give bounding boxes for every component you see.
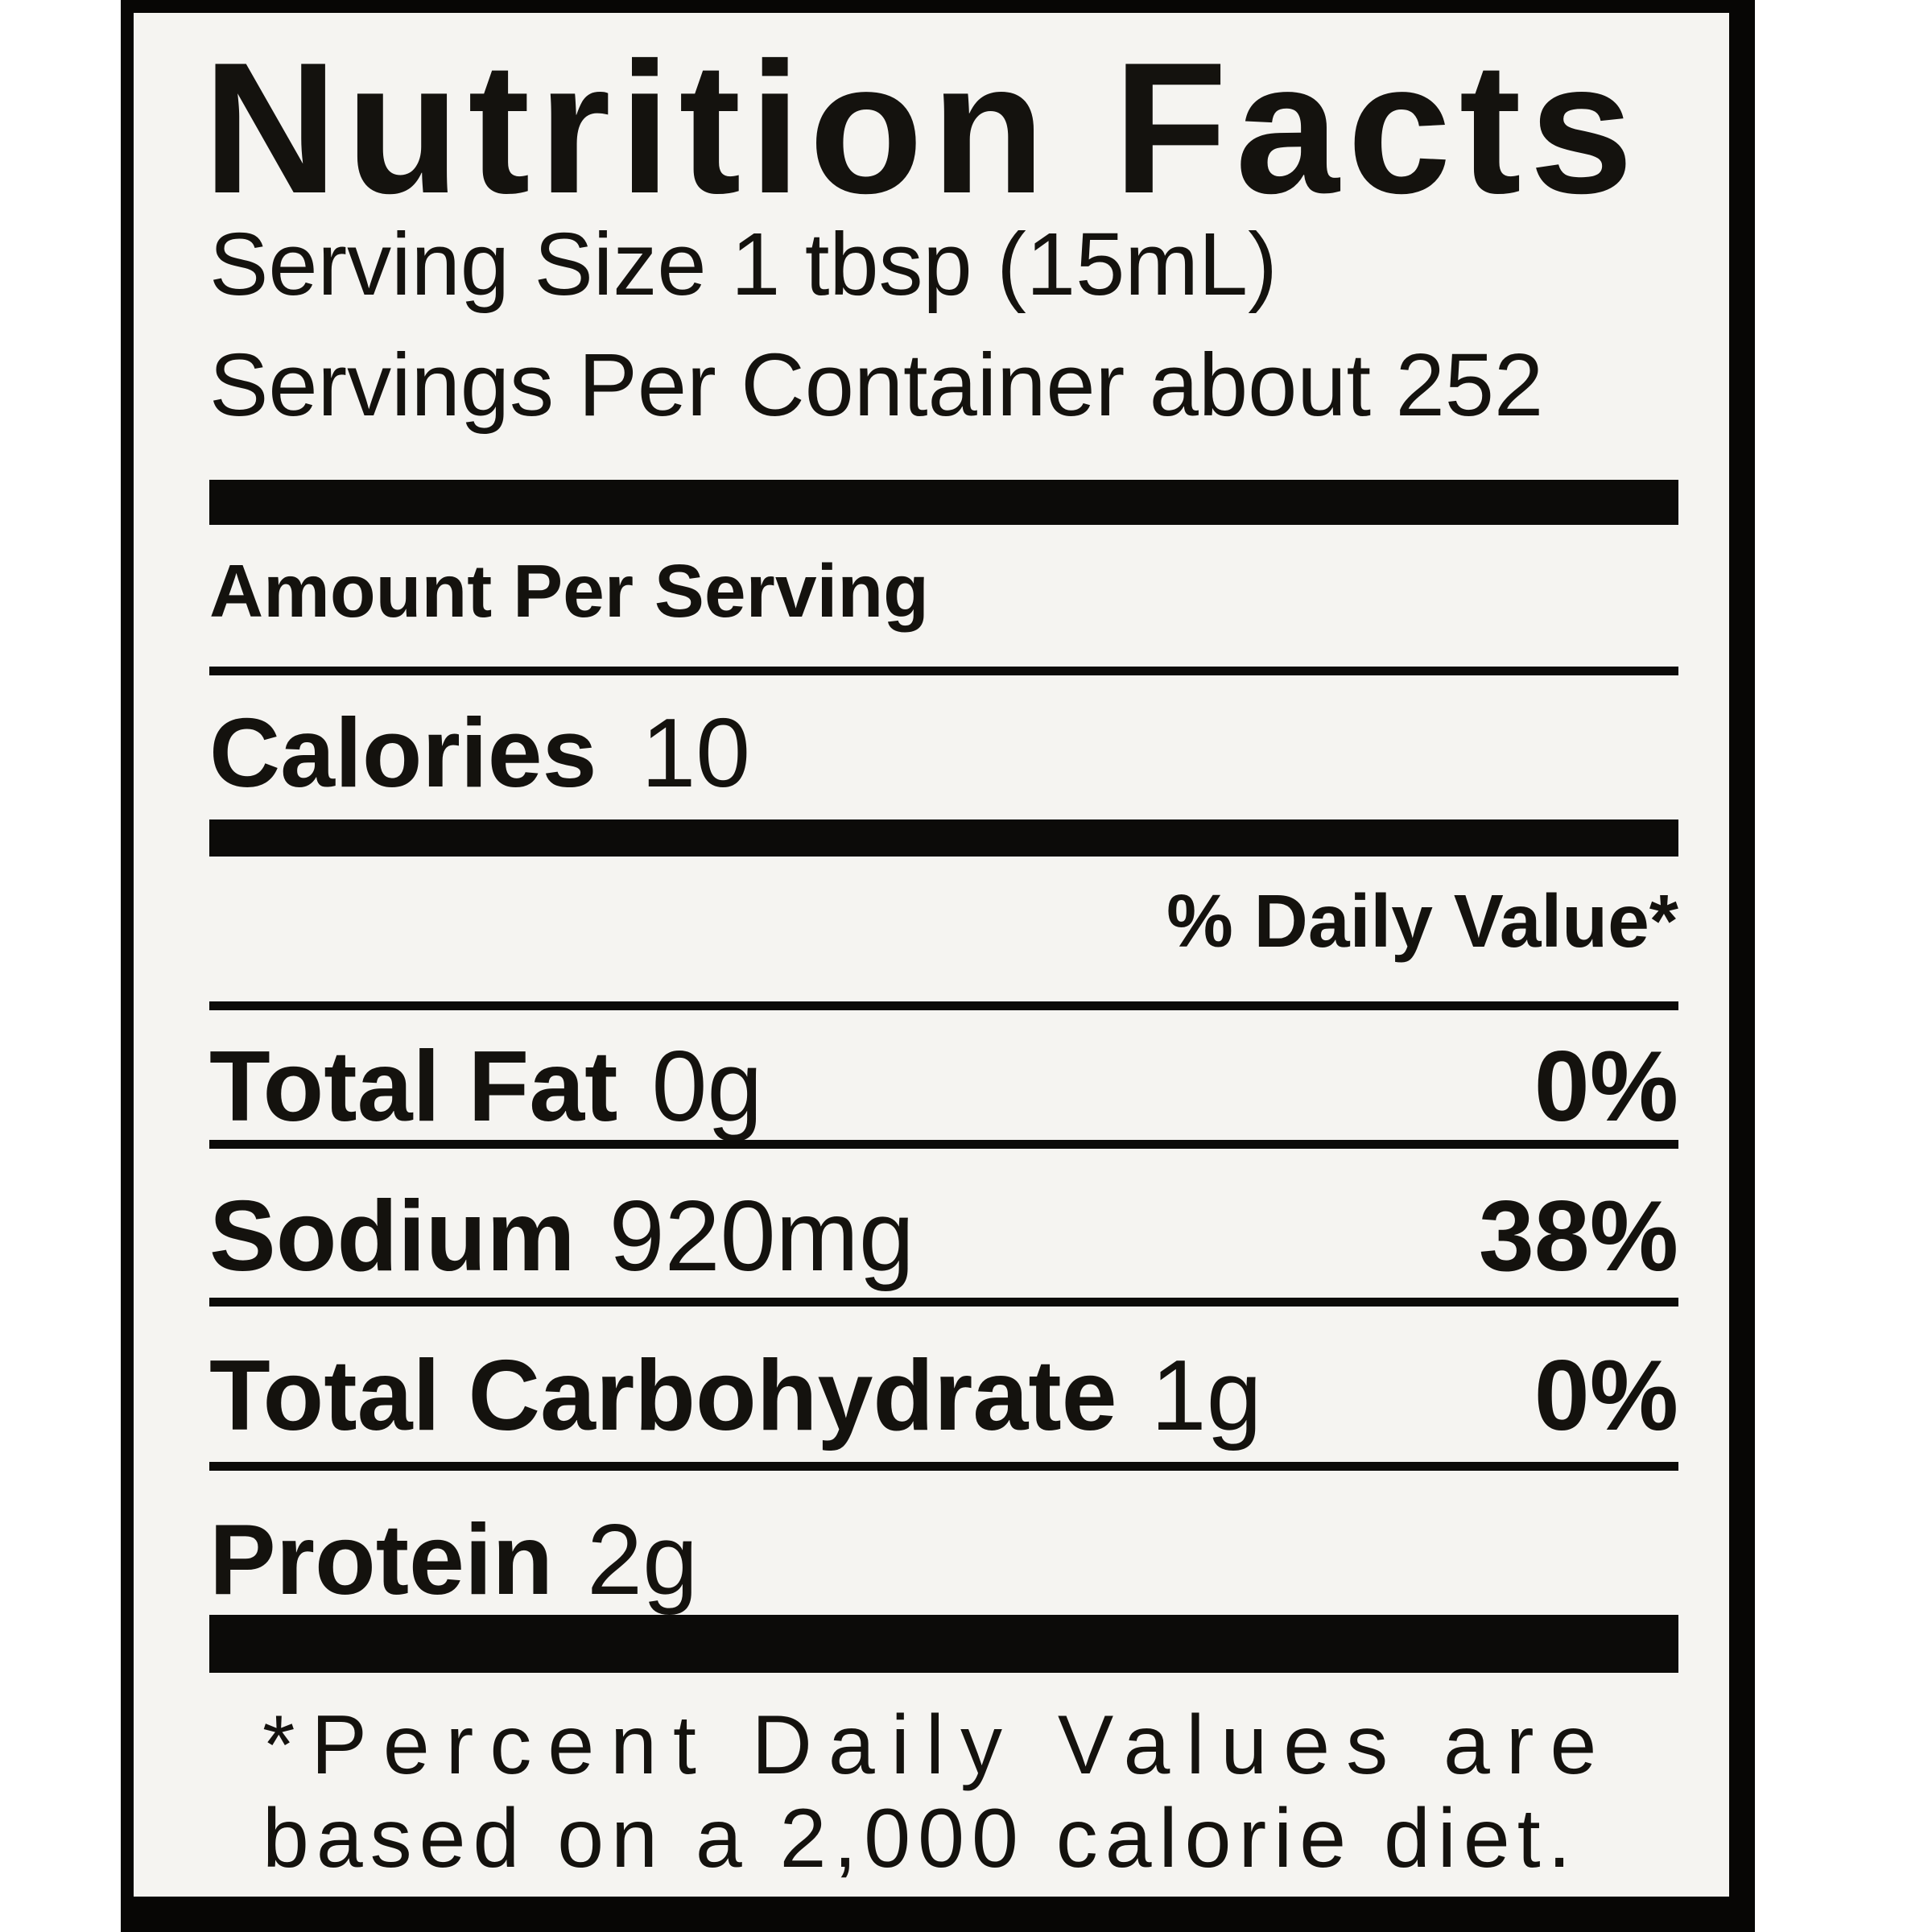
- nutrient-name-amount: Total Fat 0g: [209, 1037, 762, 1137]
- nutrient-name: Total Carbohydrate: [209, 1340, 1117, 1451]
- nutrient-daily-value: 38%: [1478, 1181, 1678, 1292]
- protein-row: Protein 2g: [209, 1510, 1678, 1610]
- thin-rule-above-protein: [209, 1462, 1678, 1471]
- total-fat-row: Total Fat 0g 0%: [209, 1037, 1678, 1137]
- nutrition-label-photo: Nutrition Facts Serving Size 1 tbsp (15m…: [121, 0, 1755, 1932]
- footnote-line-2: based on a 2,000 calorie diet.: [262, 1792, 1579, 1885]
- calories-value: 10: [641, 698, 751, 807]
- footnote-line-1: *Percent Daily Values are: [262, 1699, 1613, 1792]
- servings-per-container-text: Servings Per Container about 252: [209, 336, 1544, 435]
- amount-per-serving-heading: Amount Per Serving: [209, 549, 929, 633]
- thin-rule-above-total-fat: [209, 1001, 1678, 1010]
- daily-value-header: % Daily Value*: [1166, 879, 1678, 963]
- nutrient-name: Total Fat: [209, 1031, 618, 1142]
- nutrient-name: Sodium: [209, 1181, 576, 1292]
- nutrient-name-amount: Sodium 920mg: [209, 1187, 914, 1286]
- nutrient-daily-value: 0%: [1534, 1031, 1678, 1142]
- nutrient-amount: 1g: [1150, 1340, 1262, 1451]
- thin-rule-above-carbohydrate: [209, 1298, 1678, 1307]
- thin-rule-above-calories: [209, 667, 1678, 675]
- nutrient-name-amount: Protein 2g: [209, 1510, 698, 1610]
- nutrition-facts-label: Nutrition Facts Serving Size 1 tbsp (15m…: [134, 13, 1729, 1897]
- total-carbohydrate-row: Total Carbohydrate 1g 0%: [209, 1346, 1678, 1446]
- thick-separator-bar-top: [209, 480, 1678, 525]
- nutrient-amount: 0g: [651, 1031, 763, 1142]
- calories-label: Calories: [209, 698, 597, 807]
- nutrient-name: Protein: [209, 1505, 554, 1616]
- nutrient-name-amount: Total Carbohydrate 1g: [209, 1346, 1262, 1446]
- thick-separator-bar-middle: [209, 819, 1678, 857]
- thick-separator-bar-bottom: [209, 1615, 1678, 1673]
- nutrition-facts-title: Nutrition Facts: [203, 24, 1641, 233]
- nutrient-daily-value: 0%: [1534, 1340, 1678, 1451]
- calories-row: Calories 10: [209, 704, 1678, 802]
- thin-rule-above-sodium: [209, 1140, 1678, 1149]
- nutrient-amount: 920mg: [609, 1181, 914, 1292]
- sodium-row: Sodium 920mg 38%: [209, 1187, 1678, 1286]
- serving-size-text: Serving Size 1 tbsp (15mL): [209, 215, 1278, 314]
- nutrient-amount: 2g: [587, 1505, 699, 1616]
